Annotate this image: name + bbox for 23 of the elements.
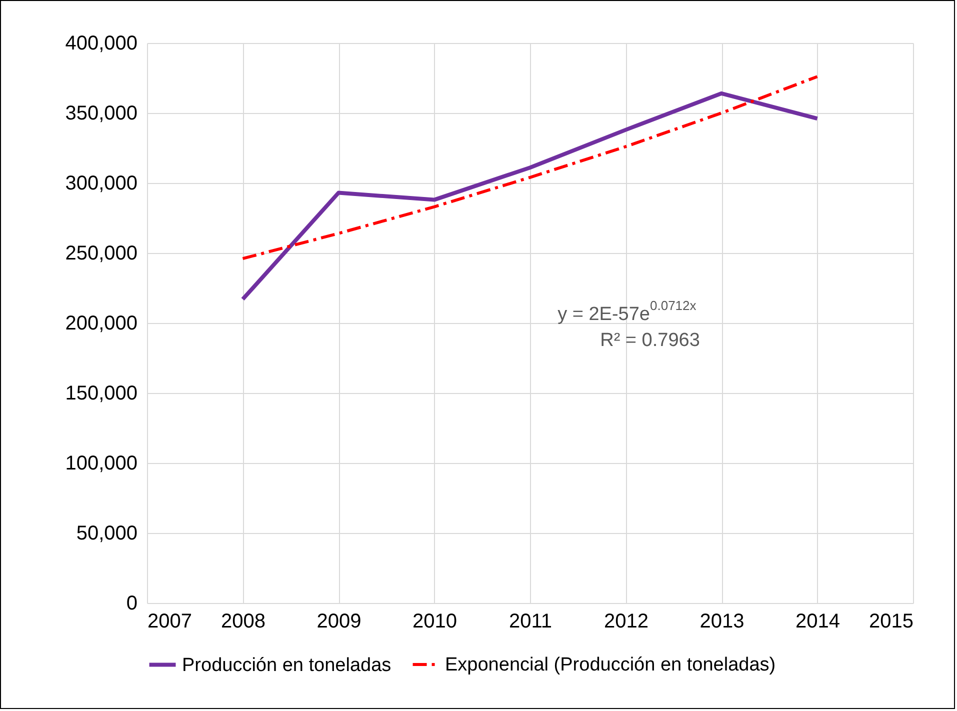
y-tick-label: 100,000 (65, 452, 138, 474)
y-tick-label: 300,000 (65, 172, 138, 194)
x-tick-label: 2013 (700, 610, 744, 632)
x-tick-label: 2014 (796, 610, 840, 632)
y-tick-label: 350,000 (65, 102, 138, 124)
line-series (240, 91, 820, 302)
line-series (241, 75, 819, 260)
x-tick-label: 2011 (508, 610, 552, 632)
x-tick-label: 2010 (412, 610, 457, 632)
y-tick-label: 200,000 (65, 312, 138, 334)
legend-label: Exponencial (Producción en toneladas) (445, 654, 776, 676)
legend-label: Producción en toneladas (182, 654, 392, 676)
x-tick-label: 2008 (221, 610, 266, 632)
y-tick-label: 400,000 (65, 32, 138, 54)
y-tick-label: 50,000 (76, 522, 138, 544)
y-tick-label: 250,000 (65, 242, 138, 264)
annotation: R² = 0.7963 (600, 330, 700, 351)
x-tick-label: 2007 (148, 610, 192, 632)
x-tick-label: 2015 (869, 610, 914, 632)
x-tick-label: 2012 (604, 610, 648, 632)
x-tick-label: 2009 (316, 610, 362, 632)
y-tick-label: 150,000 (65, 382, 138, 404)
y-tick-label: 0 (126, 592, 138, 614)
